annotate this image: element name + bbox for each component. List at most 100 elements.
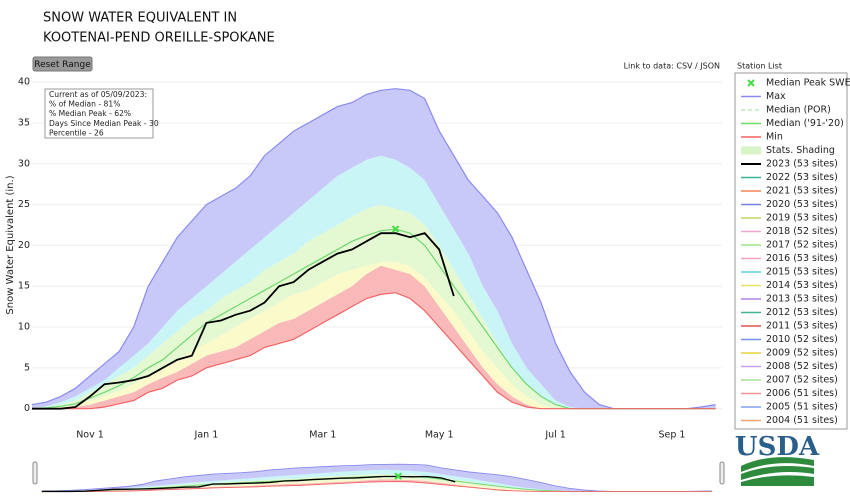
legend-item[interactable]: Min bbox=[741, 132, 783, 143]
legend-label: Median ('91-'20) bbox=[766, 118, 844, 129]
legend-label: 2021 (53 sites) bbox=[766, 186, 838, 197]
logo-wave bbox=[741, 475, 814, 486]
stats-band bbox=[32, 265, 716, 409]
legend-label: 2023 (53 sites) bbox=[766, 159, 838, 170]
legend-label: 2018 (52 sites) bbox=[766, 226, 838, 237]
legend-item[interactable]: 2011 (53 sites) bbox=[741, 321, 838, 332]
info-line: Current as of 05/09/2023: bbox=[49, 90, 147, 99]
legend-label: 2006 (51 sites) bbox=[766, 388, 838, 399]
median-peak-marker bbox=[394, 472, 402, 480]
legend-label: 2005 (51 sites) bbox=[766, 402, 838, 413]
legend-symbol bbox=[741, 146, 761, 155]
legend-item[interactable]: 2021 (53 sites) bbox=[741, 186, 838, 197]
legend-label: Min bbox=[766, 132, 783, 143]
legend-label: 2004 (51 sites) bbox=[766, 415, 838, 426]
legend-item[interactable]: 2007 (52 sites) bbox=[741, 375, 838, 386]
x-tick-label: Sep 1 bbox=[659, 430, 686, 441]
range-slider[interactable] bbox=[41, 463, 712, 493]
legend-label: 2014 (53 sites) bbox=[766, 280, 838, 291]
legend-item[interactable]: Max bbox=[741, 91, 786, 102]
x-tick-label: Jul 1 bbox=[544, 430, 566, 441]
y-tick-label: 30 bbox=[18, 158, 30, 169]
legend-box bbox=[734, 72, 848, 430]
series-line bbox=[41, 475, 456, 493]
legend-item[interactable]: 2008 (52 sites) bbox=[741, 361, 838, 372]
legend-label: 2022 (53 sites) bbox=[766, 172, 838, 183]
stats-band bbox=[32, 204, 716, 409]
stats-band bbox=[32, 88, 716, 409]
chart-title: KOOTENAI-PEND OREILLE-SPOKANE bbox=[43, 31, 275, 46]
legend-title: Station List bbox=[737, 62, 782, 71]
legend-label: Max bbox=[766, 91, 786, 102]
legend-item[interactable]: 2016 (53 sites) bbox=[741, 253, 838, 264]
y-tick-label: 10 bbox=[18, 322, 30, 333]
y-axis-title: Snow Water Equivalent (in.) bbox=[5, 175, 16, 314]
legend-label: 2013 (53 sites) bbox=[766, 294, 838, 305]
button-bg[interactable] bbox=[32, 56, 93, 72]
legend-label: Median Peak SWE bbox=[766, 78, 850, 89]
legend-item[interactable]: Stats. Shading bbox=[741, 145, 835, 156]
legend-item[interactable]: Median (POR) bbox=[741, 105, 831, 116]
logo-wave bbox=[741, 466, 814, 480]
legend-item[interactable]: 2004 (51 sites) bbox=[741, 415, 838, 426]
legend-item[interactable]: 2020 (53 sites) bbox=[741, 199, 838, 210]
logo-text: USDA bbox=[735, 432, 820, 462]
legend-item[interactable]: Median Peak SWE bbox=[747, 78, 850, 89]
legend-label: 2020 (53 sites) bbox=[766, 199, 838, 210]
slider-handle[interactable] bbox=[719, 461, 725, 485]
legend-label: 2016 (53 sites) bbox=[766, 253, 838, 264]
info-line: Percentile - 26 bbox=[49, 128, 104, 137]
x-tick-label: May 1 bbox=[425, 430, 454, 441]
chart-title: SNOW WATER EQUIVALENT IN bbox=[43, 11, 237, 26]
legend-label: 2007 (52 sites) bbox=[766, 375, 838, 386]
logo-wave bbox=[741, 457, 814, 472]
y-tick-label: 0 bbox=[24, 403, 30, 414]
series-line bbox=[32, 292, 716, 410]
legend-label: 2009 (52 sites) bbox=[766, 348, 838, 359]
legend-symbol bbox=[747, 79, 755, 87]
stats-band bbox=[41, 464, 712, 492]
x-tick-label: Mar 1 bbox=[309, 430, 336, 441]
info-text: Current as of 05/09/2023:% of Median - 8… bbox=[49, 90, 159, 137]
legend-item[interactable]: 2019 (53 sites) bbox=[741, 213, 838, 224]
reset-button[interactable]: Reset Range bbox=[32, 56, 93, 72]
legend-item[interactable]: 2023 (53 sites) bbox=[741, 159, 838, 170]
legend-item[interactable]: 2006 (51 sites) bbox=[741, 388, 838, 399]
legend-item[interactable]: 2014 (53 sites) bbox=[741, 280, 838, 291]
legend-label: 2008 (52 sites) bbox=[766, 361, 838, 372]
legend-label: 2019 (53 sites) bbox=[766, 213, 838, 224]
button-label[interactable]: Reset Range bbox=[34, 60, 91, 70]
legend-item[interactable]: 2009 (52 sites) bbox=[741, 348, 838, 359]
legend-label: 2010 (52 sites) bbox=[766, 334, 838, 345]
y-tick-label: 5 bbox=[24, 362, 30, 373]
legend-item[interactable]: Median ('91-'20) bbox=[741, 118, 844, 129]
info-line: % of Median - 81% bbox=[49, 100, 120, 109]
legend-item[interactable]: 2012 (53 sites) bbox=[741, 307, 838, 318]
info-line: % Median Peak - 62% bbox=[49, 109, 131, 118]
x-tick-label: Jan 1 bbox=[194, 430, 219, 441]
y-tick-label: 25 bbox=[18, 199, 30, 210]
legend: Median Peak SWE Max Median (POR) Median ('9… bbox=[741, 78, 850, 426]
stats-band bbox=[32, 155, 716, 409]
median-peak-marker bbox=[391, 225, 400, 233]
series-line bbox=[32, 232, 455, 410]
info-line: Days Since Median Peak - 30 bbox=[49, 119, 159, 128]
legend-item[interactable]: 2010 (52 sites) bbox=[741, 334, 838, 345]
legend-item[interactable]: 2005 (51 sites) bbox=[741, 402, 838, 413]
legend-label: 2017 (52 sites) bbox=[766, 240, 838, 251]
slider-handle[interactable] bbox=[32, 461, 38, 485]
usda-logo: USDA bbox=[735, 432, 820, 486]
legend-item[interactable]: 2017 (52 sites) bbox=[741, 240, 838, 251]
series-line bbox=[41, 481, 712, 492]
legend-item[interactable]: 2022 (53 sites) bbox=[741, 172, 838, 183]
data-link[interactable]: Link to data: CSV / JSON bbox=[624, 62, 720, 71]
plot-area bbox=[32, 88, 716, 410]
x-tick-label: Nov 1 bbox=[76, 430, 104, 441]
legend-label: Stats. Shading bbox=[766, 145, 835, 156]
legend-item[interactable]: 2015 (53 sites) bbox=[741, 267, 838, 278]
legend-item[interactable]: 2018 (52 sites) bbox=[741, 226, 838, 237]
legend-label: Median (POR) bbox=[766, 105, 831, 116]
legend-item[interactable]: 2013 (53 sites) bbox=[741, 294, 838, 305]
y-tick-label: 40 bbox=[18, 77, 30, 88]
